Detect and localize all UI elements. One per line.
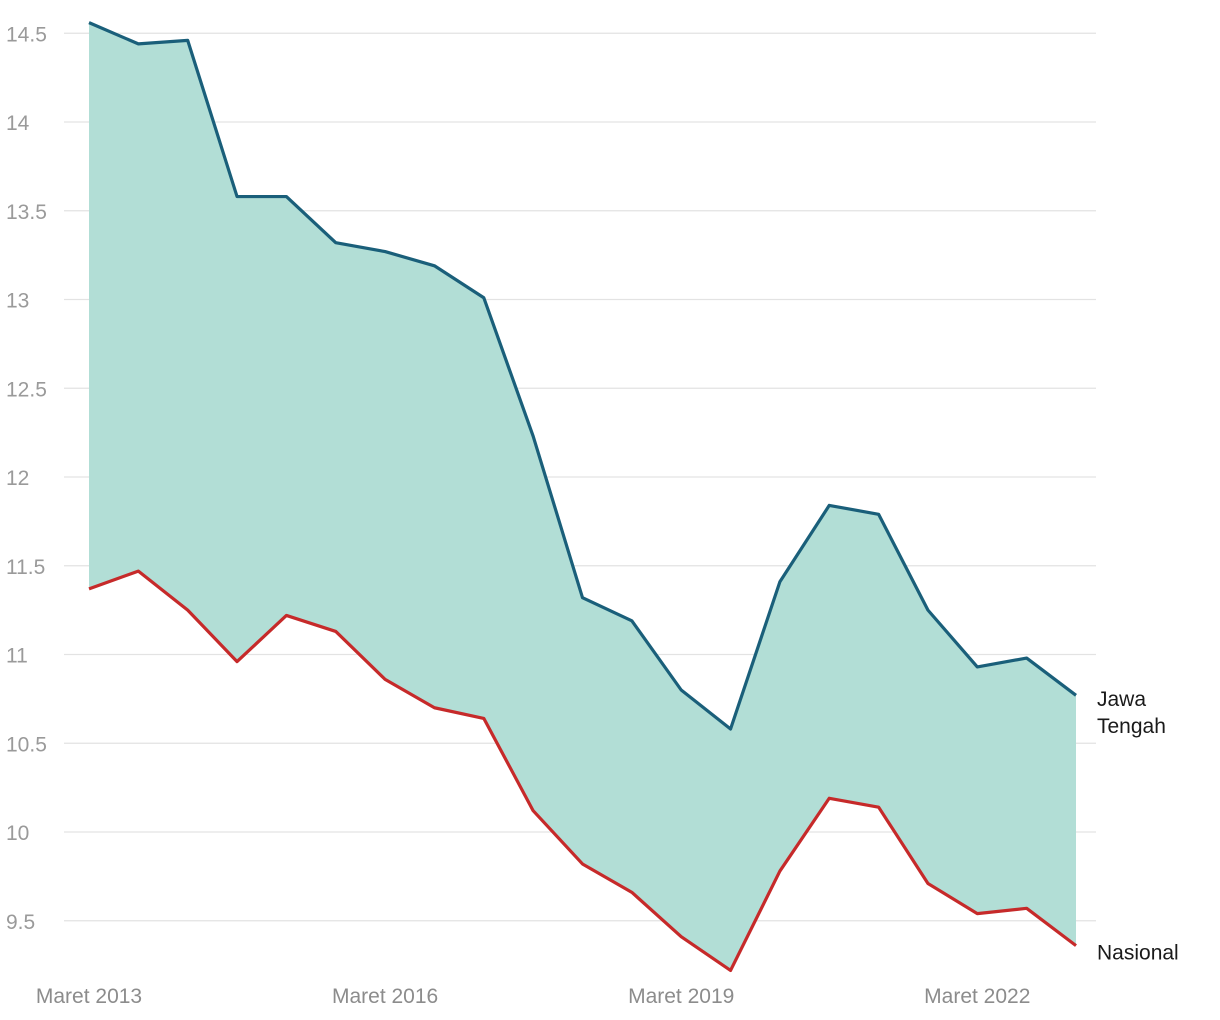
y-tick-label: 11 — [6, 645, 28, 668]
series-label-jawa-tengah-line: Tengah — [1097, 715, 1166, 738]
x-tick-label: Maret 2022 — [924, 985, 1030, 1008]
y-tick-label: 10 — [6, 822, 29, 845]
series-line-jawa-tengah — [88, 21, 1077, 731]
y-tick-label: 14 — [6, 112, 30, 135]
series-label-nasional: Nasional — [1097, 942, 1179, 965]
series-labels: Jawa Tengah Nasional — [1097, 688, 1179, 965]
y-tick-label: 14.5 — [6, 23, 47, 46]
y-tick-label: 9.5 — [6, 911, 35, 934]
x-tick-label: Maret 2016 — [332, 985, 438, 1008]
y-tick-label: 12 — [6, 467, 29, 490]
x-tick-label: Maret 2019 — [628, 985, 734, 1008]
series-line-nasional — [88, 569, 1077, 973]
x-tick-label: Maret 2013 — [36, 985, 142, 1008]
y-tick-label: 13 — [6, 290, 29, 313]
line-layer — [88, 21, 1077, 973]
y-tick-label: 12.5 — [6, 378, 47, 401]
x-axis: Maret 2013 Maret 2016 Maret 2019 Maret 2022 — [36, 985, 1031, 1008]
fill-between-band — [89, 22, 1076, 971]
y-tick-label: 13.5 — [6, 201, 47, 224]
series-label-jawa-tengah-line: Jawa — [1097, 688, 1146, 711]
band-layer — [89, 22, 1076, 971]
series-label-jawa-tengah: Jawa Tengah — [1097, 688, 1166, 738]
y-tick-label: 10.5 — [6, 733, 47, 756]
series-label-nasional-line: Nasional — [1097, 942, 1179, 965]
y-axis: 9.5 10 10.5 11 11.5 12 12.5 13 13.5 14 14.5 — [6, 23, 47, 934]
y-tick-label: 11.5 — [6, 556, 45, 579]
